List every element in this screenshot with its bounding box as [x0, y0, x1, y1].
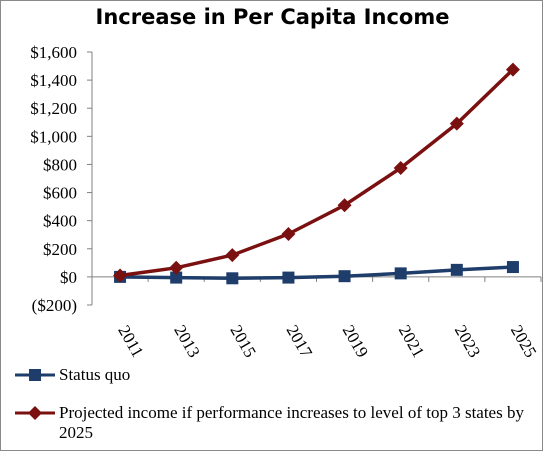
data-point-diamond — [449, 116, 464, 131]
x-tick-label: 2017 — [282, 322, 316, 361]
data-point-square — [450, 263, 463, 276]
series-line — [120, 265, 513, 281]
data-point-square — [282, 271, 295, 284]
series-0 — [114, 261, 519, 285]
data-point-square — [226, 272, 239, 285]
series-line — [119, 68, 515, 278]
data-point-diamond — [505, 62, 520, 77]
x-tick-label: 2019 — [339, 322, 372, 361]
series-layer — [113, 62, 520, 285]
data-point-square — [394, 267, 407, 280]
data-point-diamond — [169, 260, 184, 275]
legend-label: Status quo — [59, 365, 131, 384]
x-tick-label: 2013 — [170, 322, 203, 361]
legend-label: Projected income if performance increase… — [59, 403, 524, 442]
x-tick-label: 2025 — [507, 322, 540, 361]
y-tick-label: $0 — [60, 268, 77, 287]
x-tick-labels: 2011 2013 2015 2017 2019 2021 2023 2025 — [114, 322, 540, 361]
data-point-square — [506, 261, 519, 274]
data-point-square — [338, 270, 351, 283]
data-point-diamond — [113, 268, 128, 283]
y-tick-label: ($200) — [32, 296, 77, 315]
data-point-square — [170, 271, 183, 284]
x-tick-label: 2021 — [395, 322, 428, 361]
y-tick-label: $800 — [43, 155, 77, 174]
x-tick-label: 2023 — [451, 322, 484, 361]
data-point-diamond — [337, 198, 352, 213]
x-tick-label: 2015 — [226, 322, 259, 361]
legend-swatch-square — [15, 369, 55, 381]
data-point-diamond — [281, 227, 296, 242]
data-point-diamond — [225, 248, 240, 263]
y-tick-label: $600 — [43, 184, 77, 203]
y-tick-label: $1,200 — [30, 99, 77, 118]
y-tick-label: $400 — [43, 212, 77, 231]
y-tick-label: $1,000 — [30, 127, 77, 146]
data-point-diamond — [393, 160, 408, 175]
legend-swatch-diamond — [15, 406, 55, 420]
axes — [87, 51, 542, 306]
series-1 — [113, 62, 520, 283]
y-tick-label: $1,600 — [30, 43, 77, 62]
chart-title: Increase in Per Capita Income — [95, 5, 450, 29]
y-tick-label: $1,400 — [30, 71, 77, 90]
y-tick-label: $200 — [43, 240, 77, 259]
y-tick-labels: ($200) $0 $200 $400 $600 $800 $1,000 $1,200 $1,4… — [30, 43, 77, 315]
x-tick-label: 2011 — [114, 322, 147, 360]
